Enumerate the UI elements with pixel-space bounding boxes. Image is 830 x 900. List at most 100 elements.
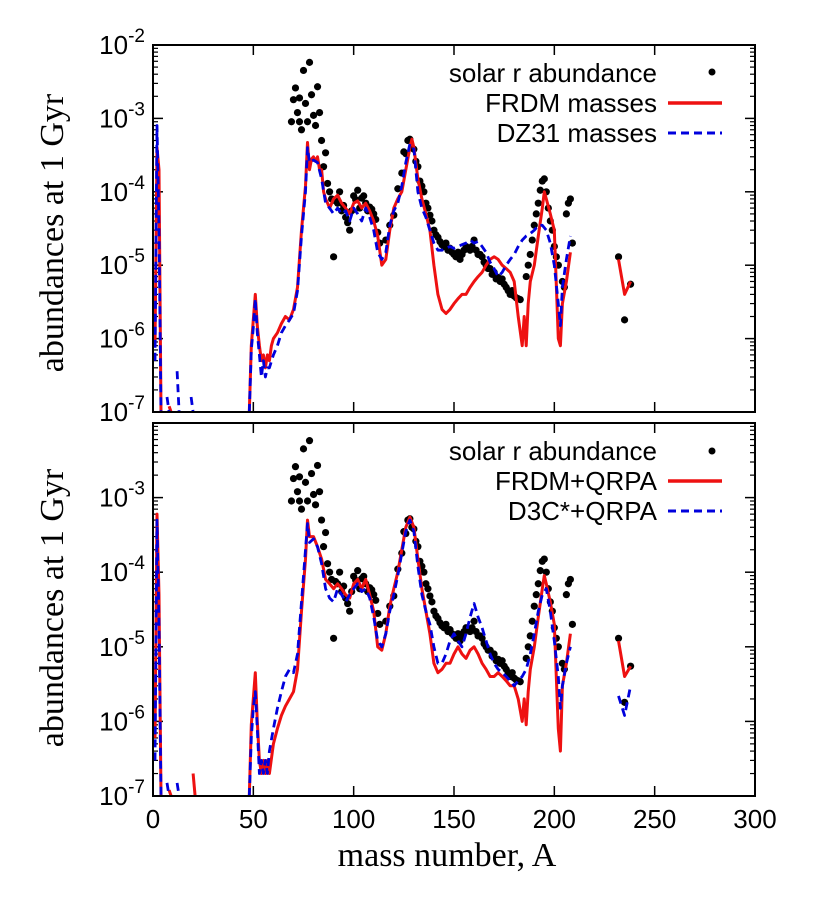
top-legend-label-solar: solar r abundance	[449, 58, 657, 88]
top-series-solar-r-abundance-point	[295, 94, 304, 102]
bottom-y-tick-label: 10-4	[99, 553, 145, 587]
top-y-tick-label: 10-7	[99, 393, 145, 427]
bottom-series-solar-r-abundance-point	[376, 620, 384, 628]
bottom-series-solar-r-abundance-point	[540, 555, 548, 563]
top-series-solar-r-abundance-point	[303, 118, 312, 126]
top-plot-layer: 10-7 10-6 10-5 10-4 10-3 10-2	[99, 26, 756, 427]
top-series-dz31-masses-line	[189, 396, 195, 412]
top-series-solar-r-abundance-point	[305, 58, 314, 66]
bottom-series-d3c-qrpa-line	[153, 518, 163, 796]
top-y-tick-label: 10-2	[99, 26, 145, 60]
bottom-series-solar-r-abundance-point	[424, 585, 432, 593]
top-series-solar-r-abundance-point	[287, 118, 296, 126]
top-series-solar-r-abundance-point	[528, 236, 536, 244]
top-series-dz31-masses-line	[165, 396, 171, 412]
top-legend-label-dz31: DZ31 masses	[497, 118, 657, 148]
bottom-series-solar-r-abundance-point	[532, 591, 540, 599]
top-series-solar-r-abundance-point	[540, 175, 548, 183]
bottom-series-solar-r-abundance-point	[289, 474, 298, 483]
top-series-solar-r-abundance-point	[620, 316, 629, 324]
bottom-frame	[152, 422, 756, 797]
top-series-solar-r-abundance-point	[522, 272, 530, 281]
bottom-legend: solar r abundance FRDM+QRPA D3C*+QRPA	[449, 436, 722, 526]
bottom-series-solar-r-abundance-point	[530, 602, 538, 610]
top-series-solar-r-abundance-point	[309, 111, 318, 119]
top-series-solar-r-abundance-point	[291, 84, 300, 92]
bottom-series-solar-r-abundance-point	[321, 528, 330, 537]
top-series-solar-r-abundance-point	[317, 136, 326, 145]
bottom-series-solar-r-abundance-point	[614, 634, 623, 642]
top-series-solar-r-abundance-point	[534, 199, 542, 207]
top-series-solar-r-abundance-point	[321, 149, 330, 157]
top-series-solar-r-abundance-point	[293, 108, 302, 117]
bottom-series-solar-r-abundance-point	[420, 568, 428, 576]
bottom-series-solar-r-abundance-point	[301, 478, 310, 486]
bottom-series-solar-r-abundance-point	[542, 568, 550, 576]
bottom-legend-label-solar: solar r abundance	[449, 436, 657, 466]
bottom-series-solar-r-abundance-point	[295, 473, 304, 481]
top-series-solar-r-abundance-point	[562, 210, 570, 218]
top-series-solar-r-abundance-point	[346, 226, 354, 234]
bottom-series-solar-r-abundance-point	[311, 501, 320, 509]
bottom-series-solar-r-abundance-point	[508, 669, 516, 677]
bottom-series-solar-r-abundance-point	[528, 617, 536, 625]
bottom-series-solar-r-abundance-point	[323, 560, 332, 568]
top-series-solar-r-abundance-point	[524, 261, 532, 269]
bottom-series-solar-r-abundance-point	[295, 497, 304, 505]
top-series-group	[153, 58, 635, 412]
bottom-series-solar-r-abundance-point	[426, 592, 434, 600]
top-y-tick-label: 10-5	[99, 246, 145, 280]
top-legend-marker-solar	[708, 68, 716, 76]
top-series-solar-r-abundance-point	[330, 253, 338, 261]
bottom-series-solar-r-abundance-point	[558, 659, 566, 667]
top-series-solar-r-abundance-point	[311, 121, 320, 130]
top-series-solar-r-abundance-point	[568, 239, 576, 247]
bottom-series-solar-r-abundance-point	[370, 591, 378, 599]
bottom-series-d3c-qrpa-line	[247, 518, 572, 796]
bottom-series-solar-r-abundance-point	[297, 505, 306, 513]
bottom-series-solar-r-abundance-point	[309, 490, 318, 499]
bottom-x-tick-label: 200	[533, 804, 576, 834]
bottom-series-solar-r-abundance-point	[566, 575, 574, 584]
bottom-legend-label-frdm-qrpa: FRDM+QRPA	[495, 466, 658, 496]
top-series-solar-r-abundance-point	[360, 192, 368, 200]
bottom-series-solar-r-abundance-point	[372, 596, 380, 604]
top-series-solar-r-abundance-point	[325, 188, 334, 196]
bottom-series-solar-r-abundance-point	[354, 567, 362, 575]
top-series-solar-r-abundance-point	[526, 250, 534, 259]
bottom-series-solar-r-abundance-point	[498, 657, 506, 665]
bottom-series-solar-r-abundance-point	[287, 497, 296, 505]
bottom-series-d3c-qrpa-line	[165, 782, 171, 796]
top-y-tick-label: 10-4	[99, 173, 145, 207]
bottom-y-tick-label: 10-7	[99, 777, 145, 811]
top-ylabel: abundances at 1 Gyr	[34, 93, 71, 372]
top-series-frdm-masses-line	[617, 259, 632, 296]
bottom-series-solar-r-abundance-point	[315, 488, 324, 496]
bottom-series-solar-r-abundance-point	[317, 516, 326, 524]
bottom-ylabel: abundances at 1 Gyr	[34, 468, 71, 747]
bottom-series-solar-r-abundance-point	[305, 437, 314, 445]
bottom-series-solar-r-abundance-point	[526, 632, 534, 640]
bottom-series-solar-r-abundance-point	[374, 609, 382, 618]
bottom-series-solar-r-abundance-point	[325, 568, 334, 576]
bottom-y-tick-label: 10-3	[99, 479, 145, 513]
bottom-y-tick-label: 10-6	[99, 702, 145, 736]
top-series-frdm-masses-line	[247, 137, 572, 412]
bottom-series-d3c-qrpa-line	[175, 782, 181, 796]
bottom-series-solar-r-abundance-point	[562, 591, 570, 599]
top-series-solar-r-abundance-point	[289, 96, 298, 104]
bottom-plot-layer: 10-7 10-6 10-5 10-4 10-3 0 50 100 150 200 250 300	[99, 422, 777, 834]
top-y-tick-label: 10-3	[99, 99, 145, 133]
bottom-series-solar-r-abundance-point	[313, 461, 322, 470]
bottom-series-solar-r-abundance-point	[536, 567, 544, 575]
top-series-solar-r-abundance-point	[307, 91, 316, 99]
top-series-solar-r-abundance-point	[297, 126, 306, 134]
top-series-solar-r-abundance-point	[394, 185, 402, 193]
bottom-series-solar-r-abundance-point	[428, 598, 436, 606]
bottom-series-d3c-qrpa-line	[617, 685, 632, 717]
top-y-tick-label: 10-6	[99, 320, 145, 354]
bottom-series-solar-r-abundance-point	[534, 580, 542, 588]
bottom-x-tick-label: 50	[239, 804, 268, 834]
bottom-x-tick-label: 250	[633, 804, 676, 834]
